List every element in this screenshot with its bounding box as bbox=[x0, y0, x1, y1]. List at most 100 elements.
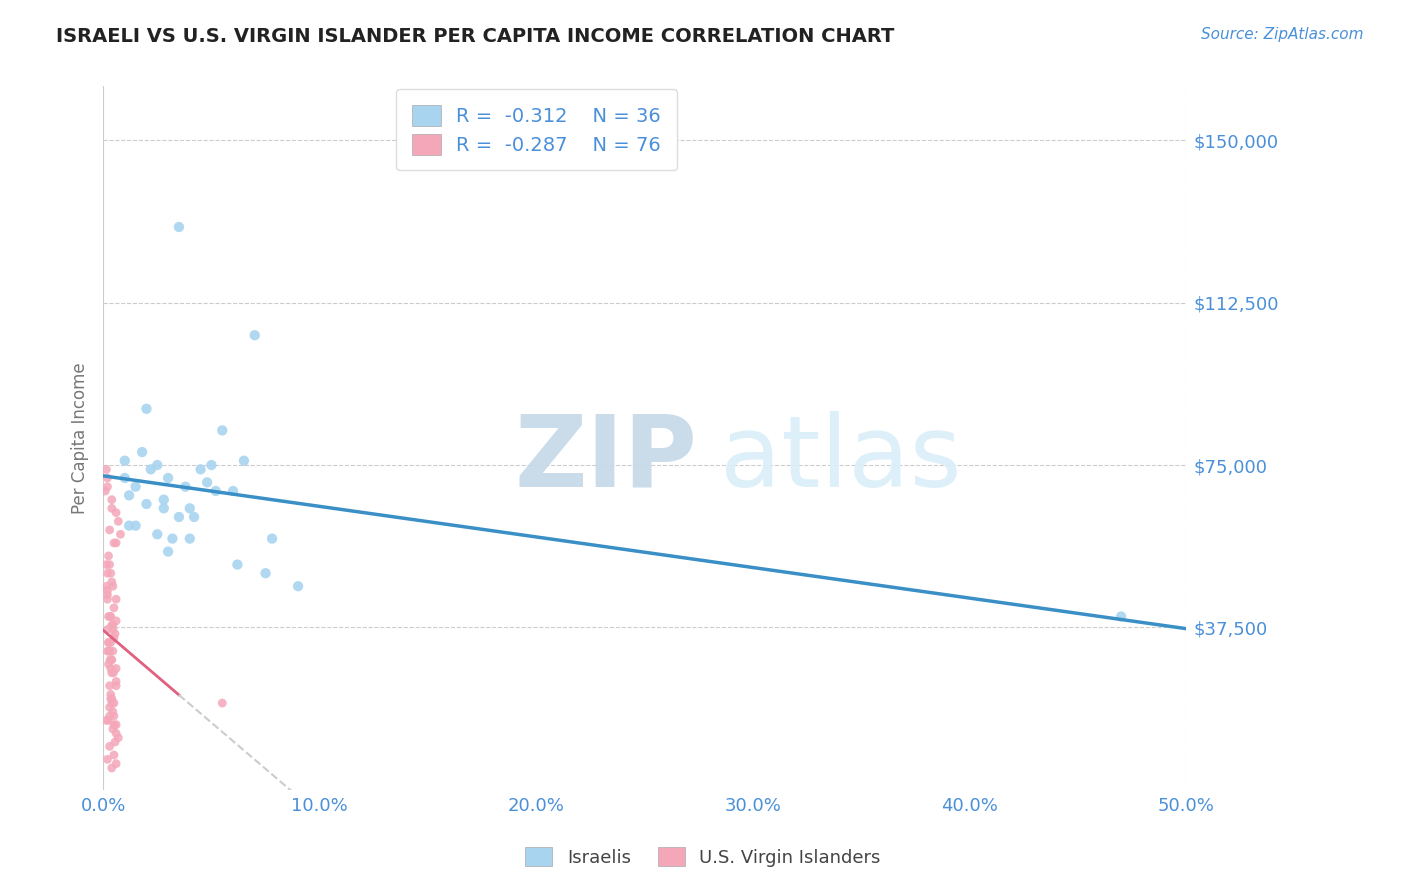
Point bbox=[96, 583, 118, 598]
Point bbox=[105, 679, 128, 693]
Point bbox=[162, 532, 184, 546]
Point bbox=[98, 679, 121, 693]
Text: Source: ZipAtlas.com: Source: ZipAtlas.com bbox=[1201, 27, 1364, 42]
Point bbox=[101, 696, 124, 710]
Legend: Israelis, U.S. Virgin Islanders: Israelis, U.S. Virgin Islanders bbox=[517, 840, 889, 874]
Point bbox=[131, 445, 153, 459]
Point bbox=[101, 623, 124, 637]
Point bbox=[105, 536, 128, 550]
Point bbox=[96, 588, 118, 602]
Point bbox=[157, 544, 180, 558]
Point bbox=[157, 471, 180, 485]
Point bbox=[101, 653, 124, 667]
Point bbox=[146, 527, 169, 541]
Point bbox=[101, 574, 124, 589]
Point bbox=[98, 644, 121, 658]
Point bbox=[96, 480, 118, 494]
Point bbox=[100, 653, 122, 667]
Point bbox=[96, 558, 118, 572]
Point bbox=[98, 709, 121, 723]
Point bbox=[100, 635, 122, 649]
Point bbox=[101, 579, 124, 593]
Point bbox=[226, 558, 249, 572]
Point bbox=[98, 700, 121, 714]
Point bbox=[101, 691, 124, 706]
Point bbox=[167, 219, 190, 234]
Point bbox=[103, 717, 125, 731]
Point bbox=[103, 747, 125, 762]
Point bbox=[100, 609, 122, 624]
Point bbox=[222, 483, 245, 498]
Point bbox=[96, 623, 118, 637]
Point bbox=[167, 510, 190, 524]
Point bbox=[100, 687, 122, 701]
Point bbox=[103, 696, 125, 710]
Point bbox=[96, 752, 118, 766]
Point bbox=[139, 462, 162, 476]
Point bbox=[211, 696, 233, 710]
Point bbox=[103, 709, 125, 723]
Point bbox=[200, 458, 222, 472]
Point bbox=[100, 661, 122, 675]
Point bbox=[254, 566, 277, 581]
Point bbox=[174, 480, 197, 494]
Text: ZIP: ZIP bbox=[515, 410, 697, 508]
Point bbox=[101, 618, 124, 632]
Point bbox=[96, 592, 118, 607]
Point bbox=[135, 401, 157, 416]
Point bbox=[105, 661, 128, 675]
Point bbox=[97, 714, 120, 728]
Point bbox=[105, 756, 128, 771]
Point bbox=[98, 609, 121, 624]
Point bbox=[152, 501, 174, 516]
Point bbox=[103, 631, 125, 645]
Point bbox=[105, 592, 128, 607]
Point bbox=[100, 566, 122, 581]
Point bbox=[118, 518, 141, 533]
Point bbox=[97, 609, 120, 624]
Point bbox=[190, 462, 212, 476]
Point bbox=[101, 722, 124, 736]
Point bbox=[97, 635, 120, 649]
Point bbox=[100, 691, 122, 706]
Point bbox=[103, 536, 125, 550]
Point bbox=[146, 458, 169, 472]
Point bbox=[98, 523, 121, 537]
Point bbox=[101, 665, 124, 680]
Point bbox=[105, 726, 128, 740]
Point bbox=[101, 501, 124, 516]
Point bbox=[107, 514, 129, 528]
Point bbox=[96, 566, 118, 581]
Point bbox=[96, 644, 118, 658]
Point bbox=[211, 424, 233, 438]
Point bbox=[94, 483, 117, 498]
Text: ISRAELI VS U.S. VIRGIN ISLANDER PER CAPITA INCOME CORRELATION CHART: ISRAELI VS U.S. VIRGIN ISLANDER PER CAPI… bbox=[56, 27, 894, 45]
Point bbox=[243, 328, 266, 343]
Point bbox=[232, 453, 254, 467]
Point bbox=[101, 618, 124, 632]
Point bbox=[101, 705, 124, 719]
Point bbox=[118, 488, 141, 502]
Point bbox=[104, 735, 127, 749]
Point bbox=[104, 627, 127, 641]
Point bbox=[179, 501, 201, 516]
Point bbox=[110, 527, 132, 541]
Point bbox=[96, 462, 118, 476]
Point bbox=[105, 614, 128, 628]
Legend: R =  -0.312    N = 36, R =  -0.287    N = 76: R = -0.312 N = 36, R = -0.287 N = 76 bbox=[396, 89, 676, 170]
Point bbox=[98, 644, 121, 658]
Point bbox=[97, 635, 120, 649]
Point bbox=[152, 492, 174, 507]
Point bbox=[114, 471, 136, 485]
Point bbox=[101, 492, 124, 507]
Point bbox=[262, 532, 284, 546]
Point bbox=[183, 510, 205, 524]
Point bbox=[103, 600, 125, 615]
Point bbox=[103, 665, 125, 680]
Point bbox=[107, 731, 129, 745]
Point bbox=[105, 717, 128, 731]
Point bbox=[96, 714, 118, 728]
Point bbox=[179, 532, 201, 546]
Point bbox=[98, 558, 121, 572]
Point bbox=[287, 579, 309, 593]
